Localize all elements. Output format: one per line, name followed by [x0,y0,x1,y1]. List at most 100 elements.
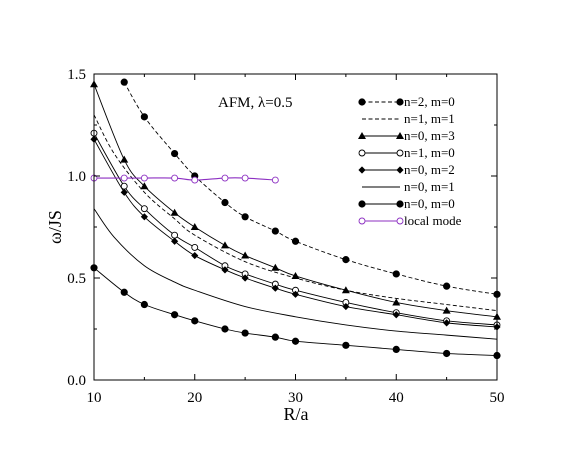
data-point [191,251,199,260]
data-point [241,274,249,282]
data-point [170,208,179,216]
data-point [291,290,300,298]
data-point [291,337,300,345]
data-point [392,345,400,353]
data-point [140,300,148,309]
legend-item: local mode [358,213,462,228]
legend-label: n=0, m=2 [404,162,455,177]
series-markers [90,78,501,360]
data-point [221,174,229,182]
data-point [221,198,229,207]
data-point [221,325,229,333]
data-point [140,213,148,221]
data-point [171,311,179,319]
legend-item: n=0, m=0 [358,196,455,211]
data-point [342,256,350,264]
data-point [342,302,350,311]
legend-label: n=0, m=3 [404,128,455,143]
legend-marker [358,98,366,106]
x-tick-label: 50 [490,390,505,406]
legend-label: n=0, m=1 [404,179,455,194]
data-point [241,213,249,221]
legend-label: n=2, m=0 [404,94,455,109]
data-point [171,231,179,239]
data-point [443,319,451,327]
legend-item: n=0, m=2 [358,162,455,177]
data-point [140,205,148,213]
legend-label: n=1, m=0 [404,145,455,160]
legend-marker [358,166,366,174]
legend-marker [358,200,366,208]
data-point [140,182,149,190]
data-point [120,78,128,86]
axis-ticks: 10 20 30 40 50 0.0 0.5 1.0 1.5 [67,67,504,406]
data-point [291,271,300,279]
data-point [140,113,148,121]
legend-label: n=1, m=1 [404,111,455,126]
x-axis-label: R/a [284,404,309,424]
data-point [120,182,128,190]
data-point [221,266,229,274]
data-point [190,223,199,230]
data-point [271,263,280,271]
chart-annotation: AFM, λ=0.5 [218,95,293,111]
data-point [271,176,279,184]
data-point [120,155,129,163]
legend-marker [396,166,404,174]
legend-item: n=1, m=0 [358,145,455,160]
data-point [442,306,451,314]
data-point [191,176,199,184]
data-point [241,329,249,337]
series-7-markers [90,264,501,360]
legend-label: n=0, m=0 [404,196,455,211]
data-point [392,298,401,306]
legend-item: n=2, m=0 [358,94,455,109]
legend: n=2, m=0 n=1, m=1 n=0, m=3 n=1, m=0 n=0, m=2… [358,94,462,228]
y-tick-label: 1.5 [67,67,86,83]
data-point [443,349,451,358]
legend-marker [358,217,366,225]
legend-item: n=0, m=1 [362,179,455,194]
y-tick-label: 0.0 [67,373,86,389]
legend-label: local mode [404,213,462,228]
data-point [341,286,350,294]
legend-marker [396,200,404,208]
data-point [271,333,279,341]
data-point [392,311,400,319]
x-tick-label: 20 [187,390,202,406]
data-point [241,174,249,182]
legend-marker [396,98,404,106]
data-point [120,288,128,296]
data-point [120,174,128,182]
data-point [241,251,250,259]
data-point [191,317,199,325]
legend-marker [396,149,404,157]
series-5-markers [90,135,501,331]
data-point [171,237,179,245]
series-3-markers [90,80,501,320]
legend-marker [358,132,366,139]
series-line-6 [93,208,498,340]
y-tick-label: 0.5 [67,271,86,287]
data-point [443,282,451,290]
data-point [271,284,279,292]
data-point [140,174,148,182]
x-tick-label: 30 [288,390,303,406]
data-point [171,174,179,182]
x-tick-label: 40 [389,390,404,406]
legend-item: n=1, m=1 [362,111,455,126]
y-tick-label: 1.0 [67,169,86,185]
data-point [171,149,179,158]
data-point [271,227,279,235]
x-tick-label: 10 [87,390,102,406]
legend-marker [396,132,404,139]
legend-item: n=0, m=3 [358,128,455,143]
series-8-markers [90,174,279,184]
series-line-2 [93,114,498,312]
y-axis-label: ω/JS [45,210,65,244]
data-point [120,188,128,196]
data-point [392,270,400,278]
data-point [291,237,300,245]
legend-marker [358,149,366,157]
